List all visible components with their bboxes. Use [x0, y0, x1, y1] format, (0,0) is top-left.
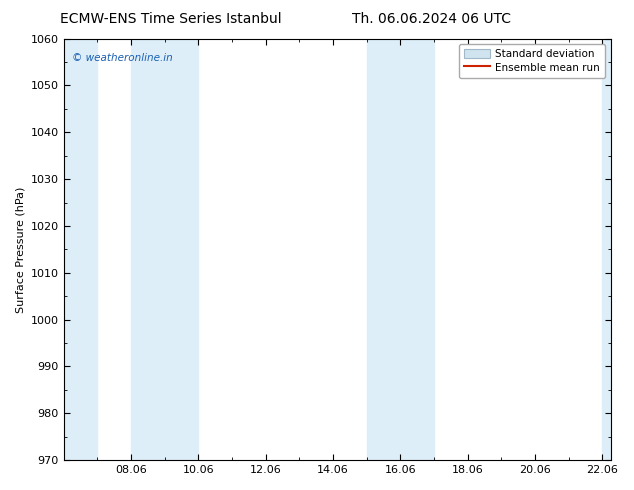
Text: ECMW-ENS Time Series Istanbul: ECMW-ENS Time Series Istanbul	[60, 12, 282, 26]
Bar	[131, 39, 198, 460]
Bar	[366, 39, 434, 460]
Y-axis label: Surface Pressure (hPa): Surface Pressure (hPa)	[15, 186, 25, 313]
Bar	[63, 39, 97, 460]
Legend: Standard deviation, Ensemble mean run: Standard deviation, Ensemble mean run	[459, 44, 605, 78]
Bar	[602, 39, 611, 460]
Text: Th. 06.06.2024 06 UTC: Th. 06.06.2024 06 UTC	[352, 12, 510, 26]
Text: © weatheronline.in: © weatheronline.in	[72, 53, 172, 63]
